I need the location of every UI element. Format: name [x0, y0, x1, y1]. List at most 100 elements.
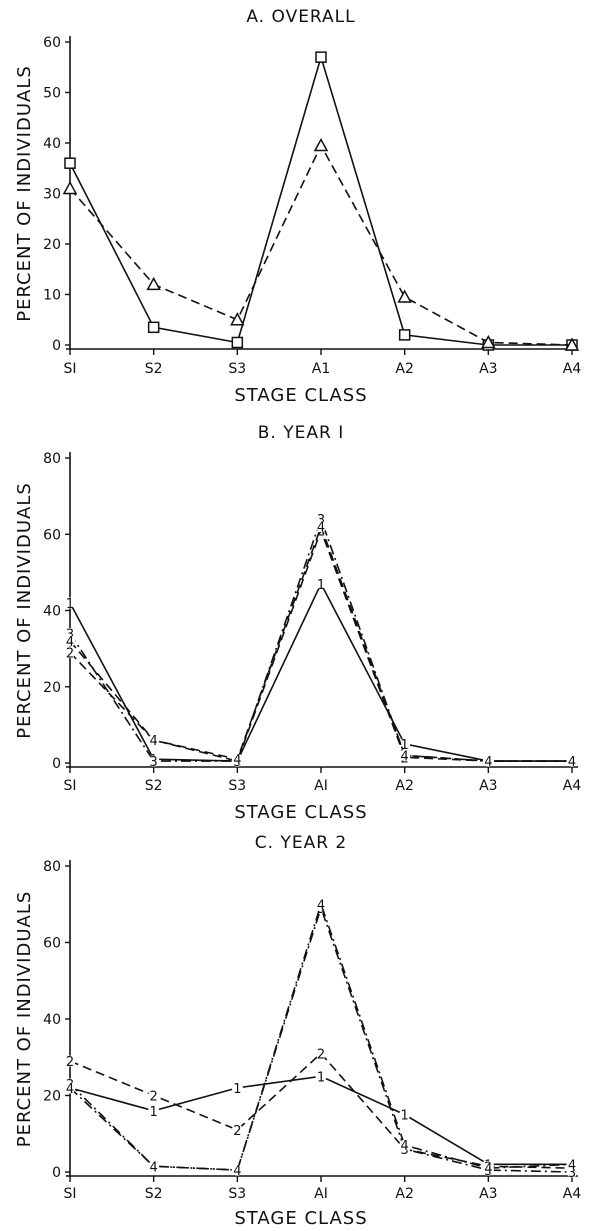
data-point-marker: 4 [568, 1158, 576, 1173]
data-point-square [64, 157, 76, 169]
data-point-backdrop [566, 755, 578, 767]
data-point-triangle [313, 137, 329, 152]
data-point-marker: 1 [233, 1082, 241, 1097]
data-point-marker: 4 [66, 1082, 74, 1097]
data-point-backdrop [315, 1047, 327, 1059]
series-2: 2222222 [64, 524, 578, 770]
x-tick-label: S3 [228, 1186, 246, 1202]
y-tick-label: 30 [43, 187, 61, 203]
x-tick-label: AI [314, 778, 328, 794]
data-point-marker: 4 [401, 1139, 409, 1154]
data-point-backdrop [64, 627, 76, 639]
x-tick-label: SI [63, 361, 76, 377]
data-point-backdrop [231, 753, 243, 765]
series-line [69, 524, 572, 762]
axes: 0 10 20 30 40 50 60 SI S2 S3 A1 A2 A3 A4 [43, 35, 581, 377]
series-line [69, 54, 572, 346]
data-point-marker: 3 [66, 627, 74, 642]
data-point-square [398, 329, 411, 341]
y-tick-label: 80 [43, 859, 61, 875]
data-point-triangle [564, 337, 580, 351]
data-point-marker: 3 [150, 755, 158, 770]
x-tick-label: A3 [479, 1186, 497, 1202]
data-point-triangle [481, 334, 496, 349]
y-tick-label: 20 [43, 237, 61, 253]
y-tick-label: 20 [43, 680, 61, 696]
y-tick-label: 0 [52, 1165, 61, 1181]
series-1: 1111111 [64, 1070, 578, 1173]
y-tick-label: 20 [43, 1089, 61, 1105]
x-tick-label: SI [63, 778, 76, 794]
data-point-backdrop [566, 1166, 578, 1178]
chart-panel-1: A. OVERALL 0 10 20 30 40 50 60 SI S2 S3 A1 A2 A3 A4 STA… [14, 7, 581, 406]
chart-title: A. OVERALL [246, 7, 355, 27]
data-point-backdrop [148, 755, 160, 767]
y-tick-label: 40 [43, 136, 61, 152]
data-point-backdrop [399, 749, 411, 761]
data-point-backdrop [148, 1160, 160, 1172]
x-tick-label: SI [63, 1186, 76, 1202]
data-point-backdrop [315, 1070, 327, 1082]
data-point-marker: 4 [317, 898, 325, 913]
data-point-marker: 1 [66, 597, 74, 612]
x-tick-label: A2 [395, 1186, 413, 1202]
data-point-triangle [230, 312, 245, 326]
data-point-marker: 4 [401, 749, 409, 764]
data-point-marker: 3 [568, 1166, 576, 1181]
x-tick-label: A2 [395, 361, 413, 377]
data-point-triangle [146, 276, 161, 291]
x-tick-label: A3 [479, 361, 497, 377]
data-point-marker: 1 [401, 1109, 409, 1124]
data-point-triangle [397, 289, 412, 303]
data-point-backdrop [64, 597, 76, 609]
axes: 0 20 40 60 80 SI S2 S3 AI A2 A3 A4 [43, 451, 581, 794]
series-line [69, 901, 573, 1171]
series-4: 4 4 4 4 4 4 4 [64, 898, 578, 1179]
x-tick-label: A4 [563, 778, 582, 794]
y-tick-label: 0 [52, 756, 61, 772]
data-point-marker: 2 [66, 1055, 74, 1070]
x-tick-label: S3 [228, 778, 246, 794]
data-point-backdrop [231, 1124, 243, 1136]
series-line [69, 582, 572, 762]
data-point-backdrop [64, 1082, 76, 1094]
data-point-marker: 1 [150, 1105, 158, 1120]
y-tick-label: 60 [43, 936, 61, 952]
data-point-marker: 1 [317, 578, 325, 593]
data-point-backdrop [231, 1082, 243, 1094]
data-point-backdrop [482, 1162, 494, 1174]
data-point-backdrop [148, 1105, 160, 1117]
data-point-square [315, 51, 327, 63]
chart-title: B. YEAR I [258, 423, 344, 443]
data-point-marker: 1 [401, 738, 409, 753]
y-axis-label: PERCENT OF INDIVIDUALS [14, 482, 35, 739]
x-tick-label: S2 [145, 778, 163, 794]
data-point-marker: 4 [150, 1160, 158, 1175]
series-line [69, 143, 573, 346]
data-point-marker: 4 [66, 635, 74, 650]
data-point-marker: 1 [317, 1070, 325, 1085]
data-point-backdrop [399, 1139, 411, 1151]
data-point-marker: 4 [484, 1162, 492, 1177]
series-2: 2222222 [64, 1047, 578, 1177]
data-point-backdrop [231, 1164, 243, 1176]
y-axis-label: PERCENT OF INDIVIDUALS [14, 65, 35, 322]
data-point-marker: 4 [317, 521, 325, 536]
data-point-marker: 2 [66, 646, 74, 661]
series-4: 4 4 4 4 4 4 4 [64, 521, 578, 770]
data-point-backdrop [315, 578, 327, 590]
data-point-backdrop [148, 1090, 160, 1101]
data-point-marker: 4 [150, 734, 158, 749]
x-tick-label: A3 [479, 778, 497, 794]
data-point-backdrop [399, 1109, 411, 1121]
series-3: 3333333 [64, 902, 578, 1181]
data-point-backdrop [315, 521, 327, 533]
series-1 [64, 51, 578, 351]
x-tick-label: S2 [145, 361, 163, 377]
y-tick-label: 60 [43, 35, 61, 51]
x-tick-label: S2 [145, 1186, 163, 1202]
data-point-marker: 4 [233, 1164, 241, 1179]
x-tick-label: A4 [563, 361, 582, 377]
data-point-square [147, 321, 160, 334]
